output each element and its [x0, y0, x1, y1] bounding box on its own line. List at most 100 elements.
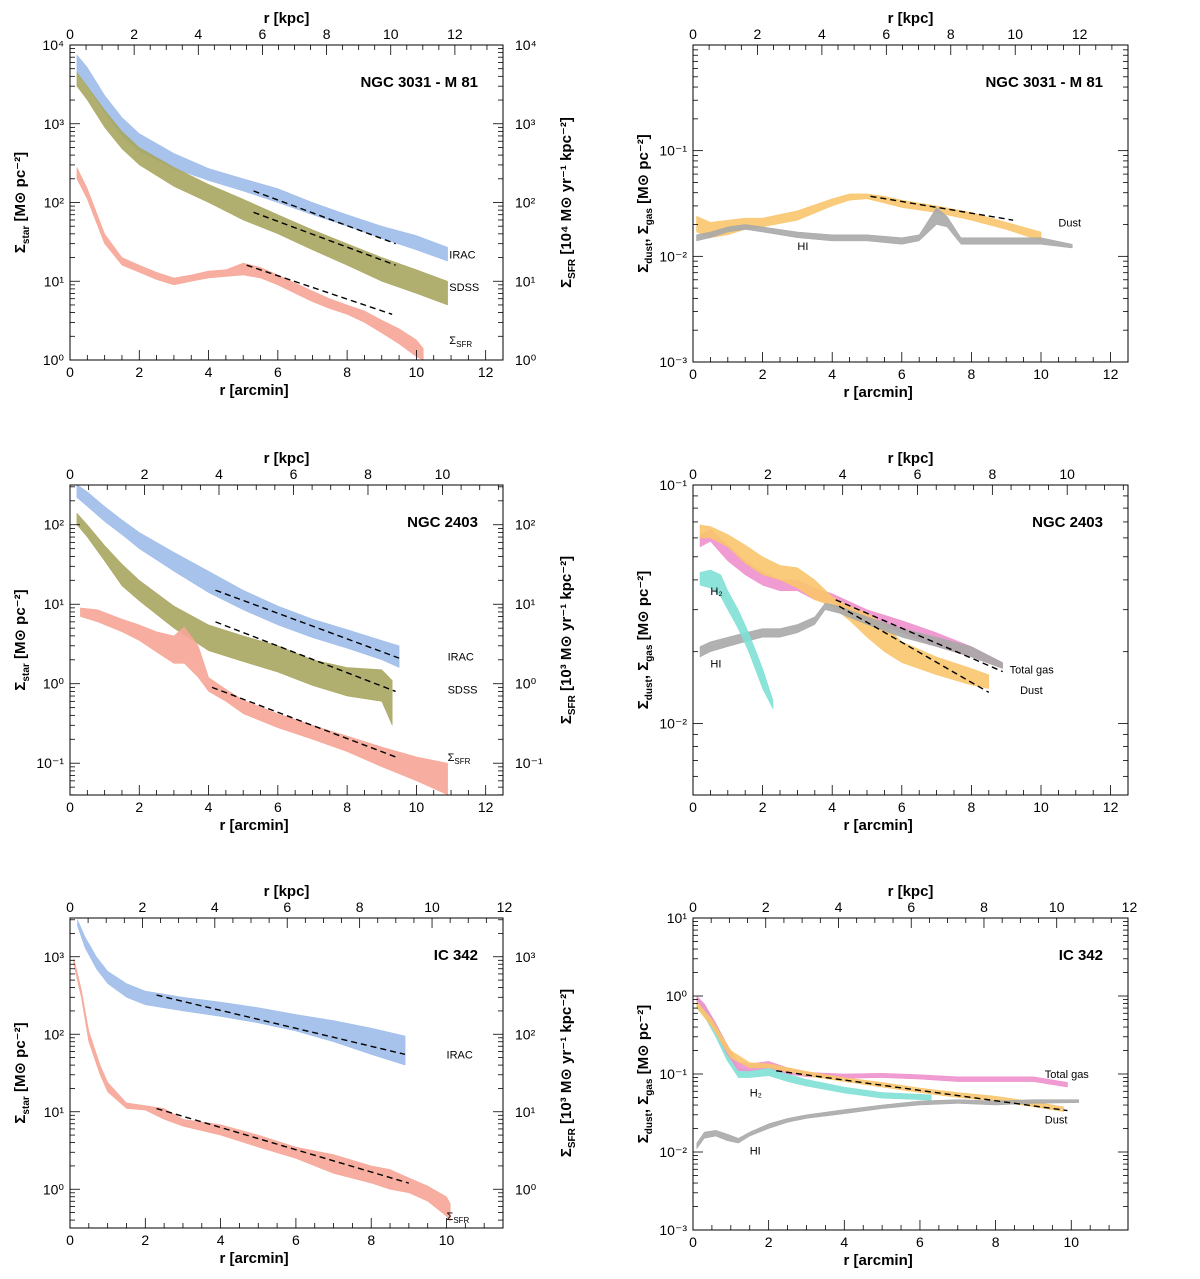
y-tick-label: 10⁻³ [659, 1222, 687, 1238]
galaxy-name: NGC 3031 - M 81 [360, 74, 478, 91]
x-tick-label: 6 [898, 366, 906, 382]
x-tick-label: 0 [66, 799, 74, 815]
x2-tick-label: 0 [689, 26, 697, 42]
x-axis-title: r [arcmin] [219, 382, 288, 399]
y-tick-label: 10⁰ [43, 352, 65, 368]
x2-tick-label: 8 [947, 26, 955, 42]
x-tick-label: 10 [409, 799, 425, 815]
x2-tick-label: 0 [66, 26, 74, 42]
x-tick-label: 10 [439, 1232, 455, 1248]
band-h- [699, 569, 774, 710]
x-tick-label: 6 [916, 1234, 924, 1250]
x-tick-label: 2 [135, 799, 143, 815]
y2-tick-label: 10⁰ [515, 1181, 537, 1197]
y-tick-label: 10⁻¹ [659, 477, 687, 493]
panel-ic342-gas: 0 2 4 6 8 10 r [arcmin] 0 2 4 6 8 10 12 r [kpc] 10⁻³ 10⁻… [635, 883, 1137, 1269]
y-tick-label: 10¹ [44, 1104, 65, 1120]
series-label: H₂ [750, 1087, 762, 1099]
x-tick-label: 12 [1103, 799, 1119, 815]
band-hi [699, 602, 1003, 669]
x2-tick-label: 6 [907, 899, 915, 915]
x-tick-label: 6 [274, 799, 282, 815]
x-tick-label: 0 [689, 1234, 697, 1250]
x2-tick-label: 2 [141, 466, 149, 482]
x-tick-label: 2 [135, 364, 143, 380]
plot-area [76, 54, 448, 360]
x2-tick-label: 6 [882, 26, 890, 42]
band-dust [699, 524, 990, 689]
series-label: IRAC [448, 651, 474, 663]
x2-tick-label: 8 [988, 466, 996, 482]
y-tick-label: 10⁻² [659, 715, 687, 731]
panel-m81-gas: 0 2 4 6 8 10 12 r [arcmin] 0 2 4 6 8 10 12 r [kpc] 10⁻³ 1… [635, 10, 1129, 401]
x2-tick-label: 12 [1122, 899, 1138, 915]
panel-n2403-gas: 0 2 4 6 8 10 12 r [arcmin] 0 2 4 6 8 10 r [kpc] 10⁻² 10⁻… [635, 450, 1129, 834]
y-tick-label: 10¹ [667, 910, 688, 926]
series-label: Total gas [1010, 665, 1055, 677]
fit-line-1 [156, 994, 406, 1056]
x-tick-label: 12 [1103, 366, 1119, 382]
series-label: Dust [1045, 1115, 1068, 1127]
band--sfr [80, 607, 448, 795]
y2-tick-label: 10³ [515, 116, 536, 132]
fit-line-1 [776, 1070, 1068, 1112]
y2-tick-label: 10² [515, 195, 536, 211]
y-tick-label: 10³ [44, 949, 65, 965]
x-tick-label: 6 [274, 364, 282, 380]
x-tick-label: 10 [409, 364, 425, 380]
fit-line-3 [246, 264, 393, 316]
y-tick-label: 10⁻³ [659, 354, 687, 370]
x-tick-label: 0 [66, 364, 74, 380]
plot-area [699, 524, 1003, 710]
x-tick-label: 12 [478, 799, 494, 815]
y2-tick-label: 10⁰ [515, 676, 537, 692]
y2-tick-label: 10¹ [515, 596, 536, 612]
band-sdss [76, 512, 393, 726]
series-label: HI [797, 241, 808, 253]
x-tick-label: 8 [992, 1234, 1000, 1250]
series-label: Dust [1058, 217, 1081, 229]
x-tick-label: 10 [1033, 366, 1049, 382]
panel-m81-stars: 0 2 4 6 8 10 12 r [arcmin] 0 2 4 6 8 10 12 r [kpc] 10⁰ 10… [12, 10, 578, 399]
x2-tick-label: 0 [66, 466, 74, 482]
x2-tick-label: 0 [66, 899, 74, 915]
plot-frame [69, 917, 504, 1229]
x2-tick-label: 10 [1049, 899, 1065, 915]
x2-tick-label: 2 [139, 899, 147, 915]
y-axis-title: Σstar [M⊙ pc⁻²] [12, 589, 32, 690]
band-irac [76, 485, 400, 668]
y-tick-label: 10¹ [44, 273, 65, 289]
band-dust [696, 193, 1042, 242]
galaxy-name: IC 342 [434, 947, 478, 964]
x-tick-label: 6 [292, 1232, 300, 1248]
series-label: H₂ [710, 586, 722, 598]
x2-tick-label: 4 [839, 466, 847, 482]
y2-axis-title: ΣSFR [10³ M⊙ yr⁻¹ kpc⁻²] [558, 556, 578, 724]
plot-frame [692, 484, 1129, 796]
x2-tick-label: 6 [914, 466, 922, 482]
x-tick-label: 10 [1063, 1234, 1079, 1250]
series-label: HI [710, 659, 721, 671]
y2-tick-label: 10² [515, 517, 536, 533]
series-label: ΣSFR [449, 335, 472, 349]
x-tick-label: 6 [898, 799, 906, 815]
plot-area [696, 193, 1073, 249]
band-sdss [76, 71, 448, 306]
fit-line-2 [215, 621, 396, 693]
x-tick-label: 4 [205, 799, 213, 815]
x2-tick-label: 4 [211, 899, 219, 915]
fit-line-1 [835, 599, 1003, 673]
x2-tick-label: 0 [689, 466, 697, 482]
x2-tick-label: 12 [1072, 26, 1088, 42]
y-axis-title: Σstar [M⊙ pc⁻²] [12, 152, 32, 253]
band--sfr [73, 958, 451, 1223]
x2-axis-title: r [kpc] [888, 883, 934, 900]
y2-tick-label: 10² [515, 1026, 536, 1042]
x-tick-label: 8 [343, 799, 351, 815]
galaxy-name: IC 342 [1059, 947, 1103, 964]
series-label: SDSS [448, 684, 478, 696]
band-hi [696, 207, 1073, 249]
x2-tick-label: 4 [818, 26, 826, 42]
plot-area [73, 919, 451, 1223]
x2-axis-title: r [kpc] [264, 450, 310, 467]
